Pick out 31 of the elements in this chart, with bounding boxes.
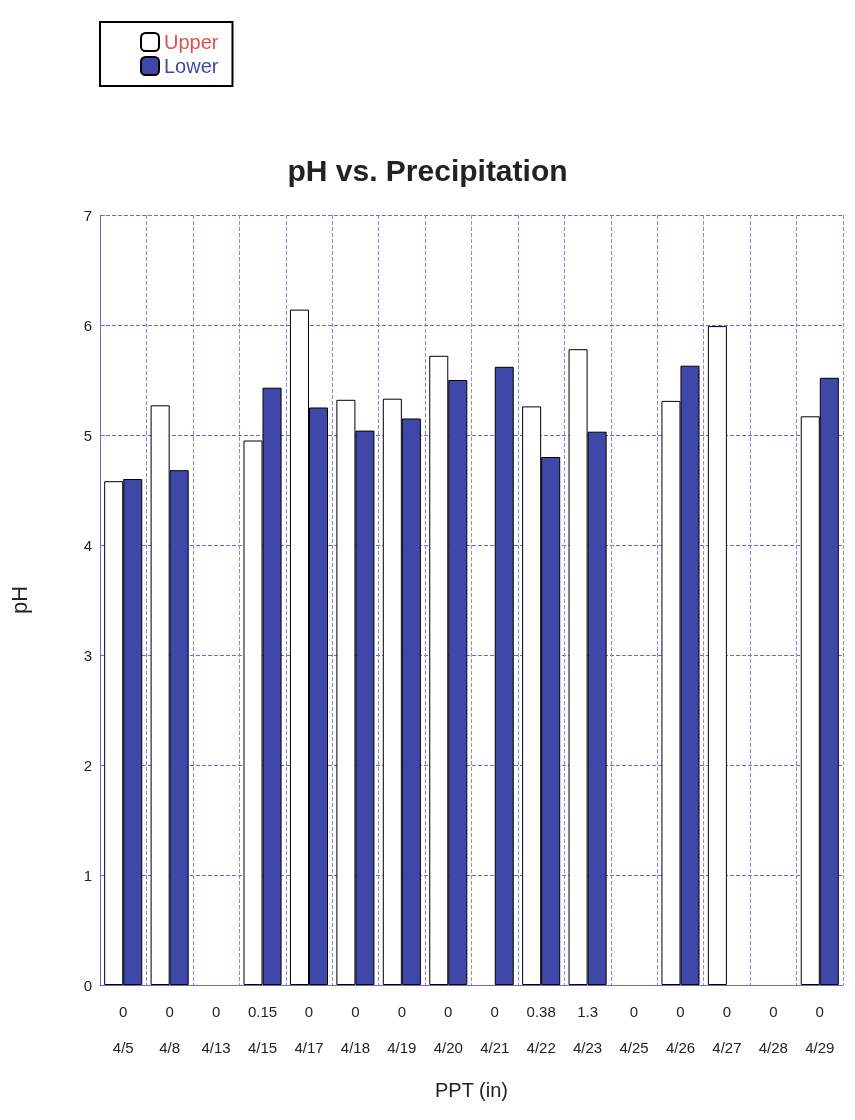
- y-tick-label: 6: [83, 316, 92, 334]
- category-label: 0.38 4/22: [526, 1002, 556, 1056]
- category-label: 0 4/28: [758, 1002, 788, 1056]
- legend-label: Lower: [164, 55, 219, 77]
- y-tick-label: 5: [83, 426, 92, 444]
- y-tick-label: 7: [83, 206, 92, 224]
- chart-title: pH vs. Precipitation: [287, 153, 568, 187]
- y-tick-label: 4: [83, 536, 92, 554]
- y-tick-label: 2: [83, 756, 92, 774]
- category-label: 0 4/8: [159, 1002, 181, 1056]
- y-tick-label: 0: [83, 976, 92, 994]
- category-label: 0 4/13: [201, 1002, 231, 1056]
- category-label: 0 4/29: [805, 1002, 835, 1056]
- category-label: 1.3 4/23: [572, 1002, 603, 1056]
- category-label: 0 4/25: [619, 1002, 649, 1056]
- bar: [494, 366, 514, 985]
- category-label: 0 4/21: [480, 1002, 510, 1056]
- y-tick-label: 1: [83, 866, 92, 884]
- category-label: 0.15 4/15: [247, 1002, 278, 1056]
- y-axis-title: pH: [6, 585, 32, 615]
- category-label: 0 4/27: [712, 1002, 742, 1056]
- category-label: 0 4/18: [340, 1002, 371, 1056]
- category-label: 0 4/17: [294, 1002, 324, 1056]
- legend-label: Upper: [164, 31, 219, 53]
- category-label: 0 4/26: [665, 1002, 696, 1056]
- category-label: 0 4/20: [433, 1002, 463, 1056]
- y-tick-label: 3: [83, 646, 92, 664]
- x-axis-title: PPT (in): [435, 1079, 508, 1101]
- bar: [707, 326, 727, 985]
- category-label: 0 4/5: [112, 1002, 134, 1056]
- category-label: 0 4/19: [387, 1002, 417, 1056]
